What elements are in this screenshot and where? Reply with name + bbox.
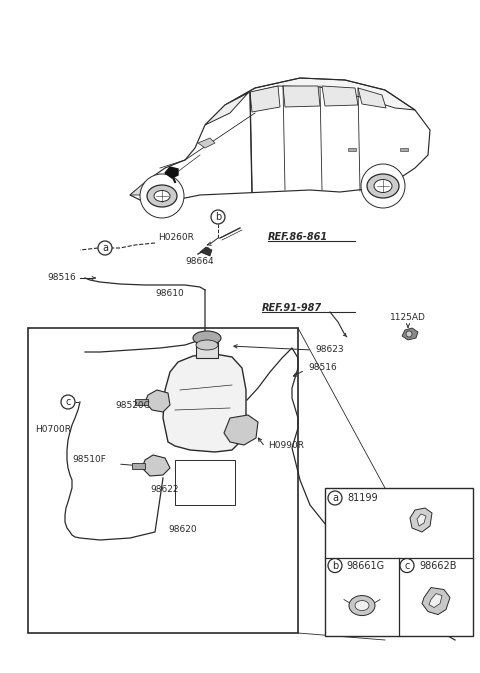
Circle shape <box>328 491 342 505</box>
Polygon shape <box>163 354 246 452</box>
Text: c: c <box>65 397 71 407</box>
Polygon shape <box>422 588 450 614</box>
Text: c: c <box>404 561 410 571</box>
Polygon shape <box>225 78 415 110</box>
Text: 98620: 98620 <box>168 526 197 534</box>
Circle shape <box>211 210 225 224</box>
Text: H0990R: H0990R <box>268 441 304 450</box>
Ellipse shape <box>374 180 392 192</box>
Polygon shape <box>402 328 418 340</box>
Circle shape <box>361 164 405 208</box>
Polygon shape <box>130 175 165 195</box>
Circle shape <box>328 559 342 573</box>
Polygon shape <box>142 455 170 476</box>
Polygon shape <box>200 247 212 256</box>
Ellipse shape <box>349 596 375 616</box>
Text: 98510F: 98510F <box>72 456 106 464</box>
Bar <box>132 463 145 469</box>
Text: H0260R: H0260R <box>158 232 194 242</box>
Text: a: a <box>332 493 338 503</box>
Text: H0700R: H0700R <box>35 425 71 435</box>
Polygon shape <box>198 138 215 148</box>
Text: 98516: 98516 <box>308 363 337 372</box>
Text: 98520C: 98520C <box>115 402 150 411</box>
Text: 98623: 98623 <box>315 345 344 355</box>
Circle shape <box>98 241 112 255</box>
Polygon shape <box>283 86 320 107</box>
Text: 98662B: 98662B <box>419 561 456 571</box>
Text: 81199: 81199 <box>347 493 378 503</box>
Ellipse shape <box>193 331 221 345</box>
Text: 98664: 98664 <box>185 258 214 267</box>
Text: b: b <box>215 212 221 222</box>
Circle shape <box>140 174 184 218</box>
Polygon shape <box>145 390 170 412</box>
Text: 98622: 98622 <box>150 485 179 495</box>
Text: 98610: 98610 <box>155 289 184 297</box>
Text: REF.91-987: REF.91-987 <box>262 303 322 313</box>
Bar <box>175 460 235 505</box>
Bar <box>348 148 356 151</box>
Circle shape <box>406 331 412 337</box>
Circle shape <box>61 395 75 409</box>
Polygon shape <box>410 508 432 532</box>
Text: 1125AD: 1125AD <box>390 314 426 322</box>
Bar <box>196 338 218 358</box>
Bar <box>28 328 298 633</box>
Polygon shape <box>358 88 386 108</box>
Bar <box>135 399 148 405</box>
Ellipse shape <box>147 185 177 207</box>
Text: b: b <box>332 561 338 571</box>
Text: 98516: 98516 <box>47 273 76 283</box>
Polygon shape <box>250 86 280 112</box>
Bar <box>325 488 473 636</box>
Polygon shape <box>429 594 442 608</box>
Polygon shape <box>205 93 248 125</box>
Ellipse shape <box>355 600 369 610</box>
Ellipse shape <box>367 174 399 198</box>
Polygon shape <box>165 167 178 178</box>
Polygon shape <box>322 86 358 106</box>
Text: a: a <box>102 243 108 253</box>
Text: 98661G: 98661G <box>346 561 384 571</box>
Polygon shape <box>224 415 258 445</box>
Circle shape <box>400 559 414 573</box>
Bar <box>400 148 408 151</box>
Ellipse shape <box>154 190 170 201</box>
Text: REF.86-861: REF.86-861 <box>268 232 328 242</box>
Ellipse shape <box>196 340 218 350</box>
Polygon shape <box>417 514 426 526</box>
